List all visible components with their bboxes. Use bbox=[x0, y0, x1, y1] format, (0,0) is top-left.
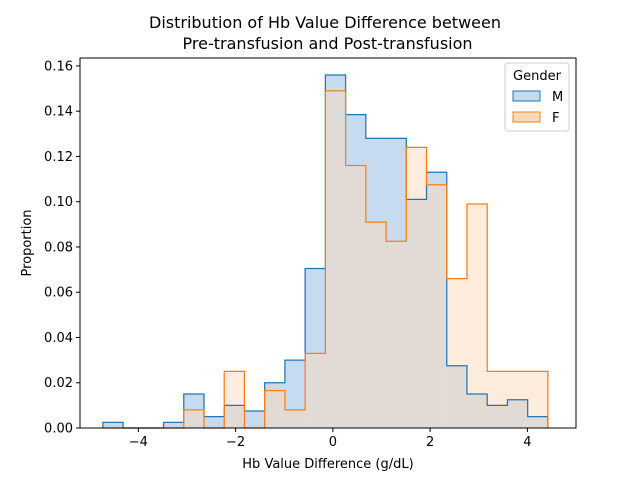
bar-f-15 bbox=[406, 147, 427, 429]
y-axis-ticks: 0.00 0.02 0.04 0.06 0.08 0.10 0.12 0.14 0.16 bbox=[44, 59, 80, 437]
bar-m-7 bbox=[244, 411, 265, 428]
y-tick-label: 0.14 bbox=[44, 105, 73, 120]
bar-m-3 bbox=[163, 422, 184, 428]
series-f-bars bbox=[183, 90, 548, 429]
bar-m-5 bbox=[204, 416, 225, 428]
series-f-outline bbox=[102, 90, 549, 429]
plot-area-frame bbox=[79, 57, 577, 429]
y-tick-label: 0.06 bbox=[44, 286, 73, 301]
y-tick-label: 0.12 bbox=[44, 150, 73, 165]
chart-title-line-1: Distribution of Hb Value Difference betw… bbox=[149, 13, 501, 32]
legend-swatch-m bbox=[512, 90, 541, 102]
x-tick-label: 0 bbox=[329, 435, 337, 450]
x-tick-label: 2 bbox=[426, 435, 434, 450]
legend-label-m: M bbox=[552, 90, 563, 105]
y-tick-label: 0.04 bbox=[44, 331, 73, 346]
bar-f-11 bbox=[325, 90, 346, 429]
y-tick-label: 0.08 bbox=[44, 240, 73, 255]
y-tick-label: 0.00 bbox=[44, 422, 73, 437]
bar-f-6 bbox=[224, 371, 245, 428]
bar-f-14 bbox=[386, 241, 407, 428]
x-tick-label: −4 bbox=[129, 435, 148, 450]
y-tick-label: 0.16 bbox=[44, 59, 73, 74]
legend-title: Gender bbox=[513, 69, 562, 84]
x-tick-label: 4 bbox=[523, 435, 531, 450]
bar-f-18 bbox=[466, 203, 488, 428]
bar-f-10 bbox=[305, 353, 326, 428]
x-axis-label: Hb Value Difference (g/dL) bbox=[242, 457, 413, 472]
bar-f-8 bbox=[264, 390, 285, 428]
bar-f-12 bbox=[345, 165, 366, 428]
legend-swatch-f bbox=[512, 111, 541, 123]
legend-label-f: F bbox=[552, 111, 559, 126]
bar-f-4 bbox=[183, 409, 204, 428]
x-tick-label: −2 bbox=[226, 435, 245, 450]
chart-title-line-2: Pre-transfusion and Post-transfusion bbox=[177, 34, 472, 53]
bar-f-13 bbox=[365, 222, 387, 428]
bar-f-16 bbox=[426, 184, 447, 428]
bar-m-0 bbox=[102, 422, 124, 428]
y-tick-label: 0.10 bbox=[44, 195, 73, 210]
y-tick-label: 0.02 bbox=[44, 376, 73, 391]
bar-f-17 bbox=[446, 278, 467, 428]
y-axis-label: Proportion bbox=[20, 209, 35, 276]
legend: Gender M F bbox=[504, 62, 570, 132]
bar-f-21 bbox=[527, 371, 548, 428]
bar-f-9 bbox=[284, 409, 306, 428]
bar-f-19 bbox=[487, 371, 508, 428]
x-axis-ticks: −4 −2 0 2 4 bbox=[129, 428, 532, 450]
